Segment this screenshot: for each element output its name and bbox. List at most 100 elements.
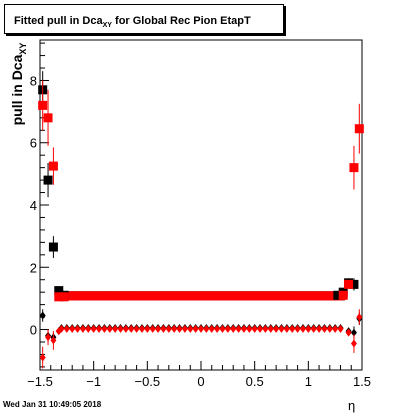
data-point-diamond bbox=[356, 313, 363, 322]
data-point-diamond bbox=[74, 324, 81, 333]
data-point-diamond bbox=[246, 324, 253, 333]
chart-marks bbox=[38, 71, 364, 369]
y-tick-label: 2 bbox=[30, 260, 37, 275]
data-point-diamond bbox=[106, 324, 113, 333]
data-point-diamond bbox=[326, 324, 333, 333]
data-point-square bbox=[338, 290, 348, 300]
data-point-diamond bbox=[278, 324, 285, 333]
data-point-diamond bbox=[283, 324, 290, 333]
data-point-diamond bbox=[187, 324, 194, 333]
data-point-diamond bbox=[350, 328, 357, 337]
data-point-diamond bbox=[144, 324, 151, 333]
data-point-square bbox=[333, 290, 343, 300]
data-point-square bbox=[59, 292, 69, 302]
y-tick-label: 0 bbox=[30, 323, 37, 338]
data-point-diamond bbox=[112, 324, 119, 333]
data-point-diamond bbox=[214, 324, 221, 333]
x-tick-label: 0 bbox=[197, 374, 204, 389]
data-point-diamond bbox=[85, 324, 92, 333]
timestamp: Wed Jan 31 10:49:05 2018 bbox=[3, 400, 102, 409]
data-point-square bbox=[48, 242, 58, 252]
data-point-diamond bbox=[251, 324, 258, 333]
x-tick-label: 1.5 bbox=[353, 374, 371, 389]
data-point-diamond bbox=[101, 324, 108, 333]
data-point-diamond bbox=[138, 324, 145, 333]
data-point-diamond bbox=[219, 324, 226, 333]
x-tick-label: −0.5 bbox=[134, 374, 160, 389]
x-tick-label: 0.5 bbox=[246, 374, 264, 389]
data-point-diamond bbox=[90, 324, 97, 333]
data-point-square bbox=[43, 175, 53, 185]
data-point-square bbox=[38, 100, 48, 110]
data-point-square bbox=[54, 292, 64, 302]
data-point-diamond bbox=[63, 324, 70, 333]
data-point-diamond bbox=[262, 324, 269, 333]
data-point-square bbox=[354, 124, 364, 134]
y-axis-label: pull in DcaXY bbox=[9, 29, 28, 139]
data-point-diamond bbox=[208, 324, 215, 333]
data-point-diamond bbox=[289, 324, 296, 333]
data-point-diamond bbox=[305, 324, 312, 333]
data-point-diamond bbox=[122, 324, 129, 333]
data-point-diamond bbox=[337, 324, 344, 333]
y-axis-label-main: pull in Dca bbox=[9, 54, 25, 126]
y-axis-label-subscript: XY bbox=[18, 42, 28, 55]
data-point-diamond bbox=[149, 324, 156, 333]
chart-title-main: Fitted pull in Dca bbox=[14, 15, 103, 27]
data-point-diamond bbox=[181, 324, 188, 333]
plot-frame bbox=[39, 39, 363, 371]
y-tick-label: 4 bbox=[30, 198, 37, 213]
data-point-diamond bbox=[230, 324, 237, 333]
data-point-diamond bbox=[310, 324, 317, 333]
chart-title-subscript: XY bbox=[102, 22, 112, 29]
data-point-diamond bbox=[198, 324, 204, 333]
data-point-diamond bbox=[55, 327, 62, 336]
data-point-diamond bbox=[45, 333, 52, 342]
data-point-square bbox=[349, 279, 359, 289]
x-axis-label: η bbox=[348, 398, 356, 413]
data-point-diamond bbox=[294, 324, 301, 333]
data-point-diamond bbox=[321, 324, 328, 333]
data-point-square bbox=[48, 161, 58, 171]
data-point-diamond bbox=[235, 324, 242, 333]
data-point-diamond bbox=[224, 324, 231, 333]
data-point-diamond bbox=[299, 324, 306, 333]
data-point-diamond bbox=[96, 324, 103, 333]
data-point-diamond bbox=[316, 324, 323, 333]
chart-title: Fitted pull in DcaXY for Global Rec Pion… bbox=[14, 15, 251, 29]
data-point-diamond bbox=[332, 324, 339, 333]
data-point-diamond bbox=[165, 324, 172, 333]
data-point-diamond bbox=[39, 353, 46, 362]
data-point-diamond bbox=[350, 339, 357, 348]
chart-title-suffix: for Global Rec Pion EtapT bbox=[111, 15, 251, 27]
data-point-diamond bbox=[128, 324, 135, 333]
data-point-square bbox=[54, 286, 64, 296]
data-point-diamond bbox=[257, 324, 264, 333]
chart-axes: −1.5 −1 −0.5 0 0.5 1 1.5 0 2 4 6 8 bbox=[27, 42, 371, 389]
data-point-diamond bbox=[155, 324, 162, 333]
data-point-diamond bbox=[240, 324, 247, 333]
data-point-diamond bbox=[50, 336, 57, 345]
data-point-diamond bbox=[69, 324, 76, 333]
data-point-diamond bbox=[203, 324, 210, 333]
data-point-diamond bbox=[79, 324, 86, 333]
data-point-diamond bbox=[117, 324, 124, 333]
x-tick-label: −1.5 bbox=[27, 374, 53, 389]
data-point-diamond bbox=[160, 324, 167, 333]
chart-title-box: Fitted pull in DcaXY for Global Rec Pion… bbox=[4, 4, 284, 34]
x-tick-label: −1 bbox=[86, 374, 101, 389]
data-point-diamond bbox=[273, 324, 280, 333]
data-point-diamond bbox=[133, 324, 140, 333]
y-tick-label: 8 bbox=[30, 73, 37, 88]
data-point-diamond bbox=[176, 324, 183, 333]
data-point-diamond bbox=[345, 328, 352, 337]
data-point-diamond bbox=[171, 324, 178, 333]
data-point-diamond bbox=[192, 324, 199, 333]
y-tick-label: 6 bbox=[30, 136, 37, 151]
data-point-diamond bbox=[39, 311, 46, 320]
data-point-square bbox=[344, 279, 354, 289]
x-tick-label: 1 bbox=[305, 374, 312, 389]
data-point-diamond bbox=[267, 324, 274, 333]
data-point-square bbox=[43, 113, 53, 123]
